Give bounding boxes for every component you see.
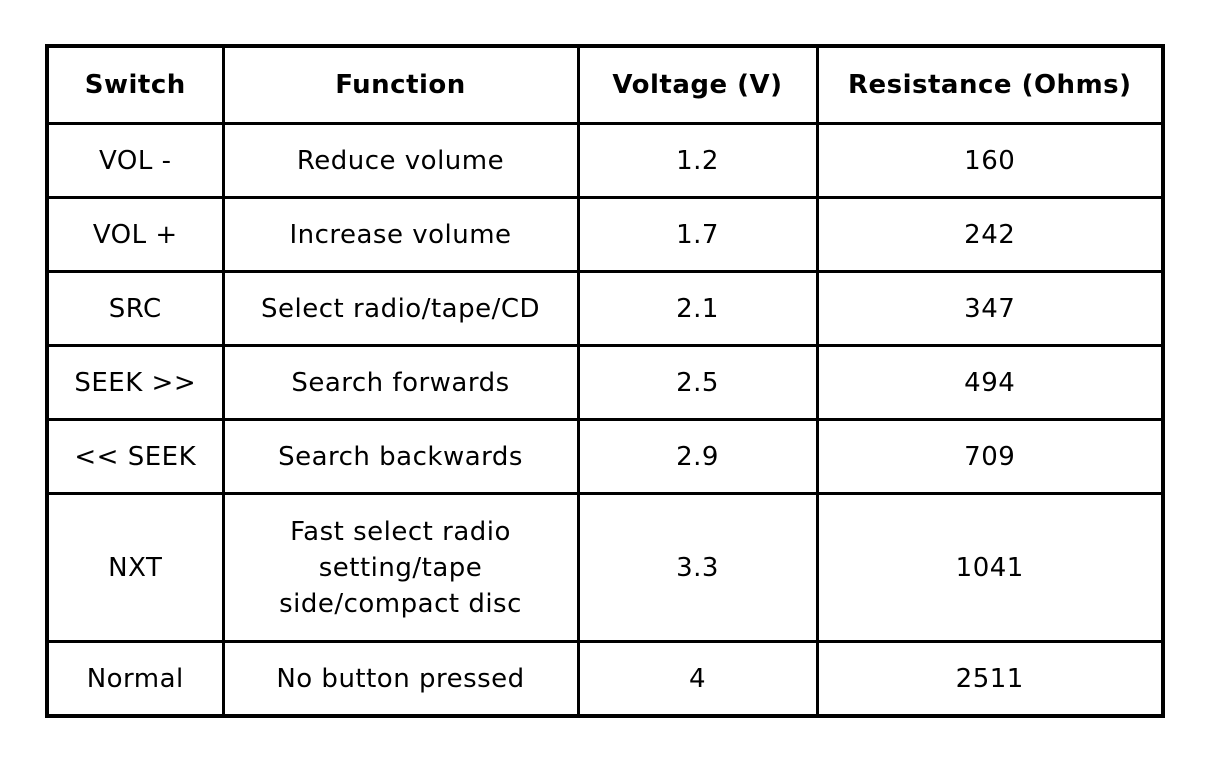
function-cell: No button pressed	[221, 640, 580, 718]
table-row: VOL - Reduce volume 1.2 160	[45, 122, 1165, 199]
voltage-cell: 2.5	[576, 344, 819, 421]
switch-cell: Normal	[45, 640, 225, 718]
table-row: VOL + Increase volume 1.7 242	[45, 196, 1165, 273]
table-header-row: Switch Function Voltage (V) Resistance (…	[45, 44, 1165, 125]
resistance-cell: 709	[815, 418, 1165, 495]
resistance-cell: 1041	[815, 492, 1165, 643]
function-cell: Fast select radio setting/tape side/comp…	[221, 492, 580, 643]
resistance-cell: 494	[815, 344, 1165, 421]
resistance-cell: 347	[815, 270, 1165, 347]
function-cell: Search backwards	[221, 418, 580, 495]
resistance-cell: 242	[815, 196, 1165, 273]
header-voltage: Voltage (V)	[576, 44, 819, 125]
voltage-cell: 3.3	[576, 492, 819, 643]
table-row: SEEK >> Search forwards 2.5 494	[45, 344, 1165, 421]
voltage-cell: 2.9	[576, 418, 819, 495]
function-cell: Reduce volume	[221, 122, 580, 199]
voltage-cell: 1.2	[576, 122, 819, 199]
table-row: Normal No button pressed 4 2511	[45, 640, 1165, 718]
table-row: NXT Fast select radio setting/tape side/…	[45, 492, 1165, 643]
switch-cell: SEEK >>	[45, 344, 225, 421]
switch-cell: << SEEK	[45, 418, 225, 495]
voltage-cell: 1.7	[576, 196, 819, 273]
function-cell: Search forwards	[221, 344, 580, 421]
function-cell: Select radio/tape/CD	[221, 270, 580, 347]
header-resistance: Resistance (Ohms)	[815, 44, 1165, 125]
switch-cell: VOL -	[45, 122, 225, 199]
header-switch: Switch	[45, 44, 225, 125]
switch-cell: NXT	[45, 492, 225, 643]
table-row: << SEEK Search backwards 2.9 709	[45, 418, 1165, 495]
switch-resistance-table: Switch Function Voltage (V) Resistance (…	[45, 44, 1165, 718]
header-function: Function	[221, 44, 580, 125]
function-line: Fast select radio	[290, 516, 511, 547]
function-line: setting/tape	[318, 552, 483, 583]
switch-cell: SRC	[45, 270, 225, 347]
function-line: side/compact disc	[279, 588, 522, 619]
voltage-cell: 4	[576, 640, 819, 718]
function-cell: Increase volume	[221, 196, 580, 273]
voltage-cell: 2.1	[576, 270, 819, 347]
table-row: SRC Select radio/tape/CD 2.1 347	[45, 270, 1165, 347]
resistance-cell: 2511	[815, 640, 1165, 718]
resistance-cell: 160	[815, 122, 1165, 199]
switch-cell: VOL +	[45, 196, 225, 273]
